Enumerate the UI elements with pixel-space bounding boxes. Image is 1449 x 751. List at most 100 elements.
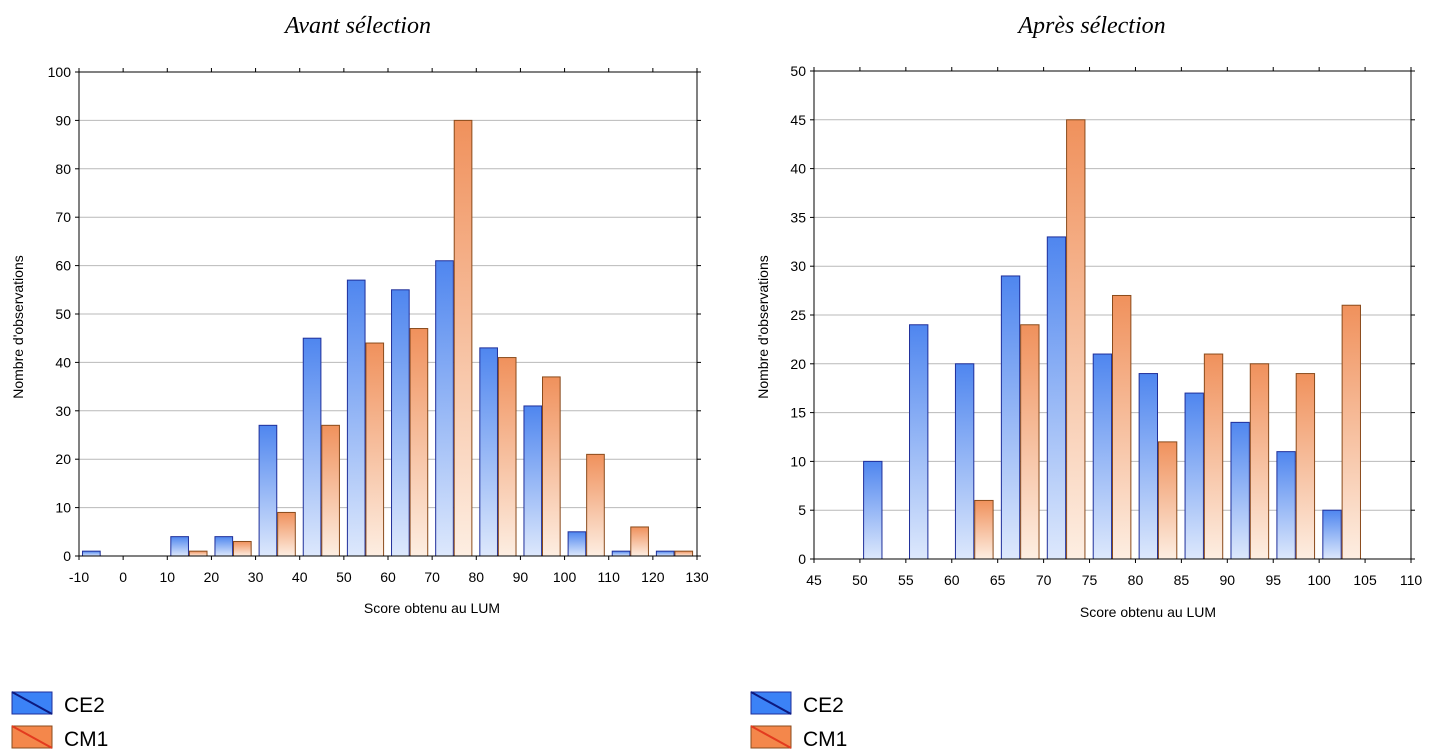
bar-cm1-75 — [1112, 294, 1132, 560]
x-tick-label: 80 — [1128, 572, 1144, 588]
bar-cm1-70 — [453, 119, 473, 557]
bar-ce2-75 — [1092, 353, 1113, 560]
y-tick-label: 35 — [790, 209, 806, 225]
y-tick-label: 20 — [55, 451, 71, 467]
bar-ce2-95 — [1276, 451, 1296, 560]
x-tick-label: 130 — [685, 569, 709, 585]
y-tick-label: 0 — [798, 551, 806, 567]
x-tick-label: 60 — [380, 569, 396, 585]
legend: CE2 CM1 — [750, 691, 847, 751]
bar-cm1-60 — [974, 499, 994, 560]
bar-ce2-10 — [170, 536, 189, 557]
legend-item-ce2: CE2 — [750, 691, 844, 717]
histogram-before-selection: Avant sélection 0102030405060708090100-1… — [10, 13, 709, 751]
x-axis-label: Score obtenu au LUM — [364, 600, 500, 616]
y-tick-label: 0 — [63, 548, 71, 564]
y-tick-label: 40 — [55, 354, 71, 370]
x-tick-label: -10 — [69, 569, 89, 585]
bar-cm1-100 — [586, 453, 605, 557]
bar-cm1-90 — [1249, 363, 1270, 560]
bar-ce2-100 — [567, 531, 587, 557]
y-tick-label: 45 — [790, 112, 806, 128]
y-tick-label: 60 — [55, 258, 71, 274]
y-tick-label: 30 — [790, 258, 806, 274]
bar-ce2-85 — [1184, 392, 1204, 560]
bar-cm1-110 — [630, 526, 649, 557]
x-tick-label: 70 — [1036, 572, 1052, 588]
x-tick-label: 40 — [292, 569, 308, 585]
x-tick-label: 55 — [898, 572, 914, 588]
legend-label-ce2: CE2 — [803, 694, 844, 717]
legend: CE2 CM1 — [11, 691, 108, 751]
bar-cm1-120 — [674, 550, 694, 557]
bar-cm1-30 — [277, 511, 296, 557]
y-tick-label: 25 — [790, 307, 806, 323]
y-tick-label: 80 — [55, 161, 71, 177]
y-tick-label: 10 — [790, 453, 806, 469]
x-tick-label: 110 — [598, 569, 621, 585]
x-tick-label: 45 — [806, 572, 822, 588]
y-tick-label: 40 — [790, 161, 806, 177]
bar-ce2-100 — [1322, 509, 1342, 560]
y-tick-label: 15 — [790, 405, 806, 421]
y-tick-label: 70 — [55, 209, 71, 225]
bar-cm1-40 — [321, 424, 340, 557]
bar-ce2-50 — [863, 460, 883, 560]
bar-cm1-95 — [1295, 373, 1316, 560]
chart-title: Avant sélection — [283, 13, 431, 39]
x-tick-label: 100 — [1307, 572, 1331, 588]
legend-item-cm1: CM1 — [11, 725, 108, 751]
bar-ce2-70 — [1046, 236, 1067, 560]
x-tick-label: 0 — [119, 569, 127, 585]
y-tick-label: 50 — [55, 306, 71, 322]
x-tick-label: 80 — [468, 569, 484, 585]
bar-ce2-70 — [435, 260, 454, 557]
x-tick-label: 85 — [1174, 572, 1190, 588]
bar-cm1-50 — [365, 342, 385, 557]
y-axis-label: Nombre d'observations — [10, 255, 26, 399]
bar-ce2-65 — [1000, 275, 1021, 560]
bar-cm1-10 — [188, 550, 208, 557]
bar-ce2-120 — [655, 550, 675, 557]
x-tick-label: 75 — [1082, 572, 1098, 588]
legend-item-cm1: CM1 — [750, 725, 847, 751]
x-tick-label: 10 — [159, 569, 175, 585]
bar-ce2-90 — [523, 405, 543, 557]
legend-label-ce2: CE2 — [64, 694, 105, 717]
x-tick-label: 95 — [1265, 572, 1281, 588]
legend-swatch-ce2-diagonal — [750, 691, 792, 715]
bar-cm1-100 — [1341, 304, 1361, 560]
bar-cm1-85 — [1203, 353, 1224, 560]
legend-swatch-ce2-diagonal — [11, 691, 53, 715]
bar-cm1-80 — [1157, 441, 1178, 560]
bar-ce2-80 — [1138, 373, 1159, 560]
x-tick-label: 70 — [424, 569, 440, 585]
x-tick-label: 30 — [248, 569, 264, 585]
bar-ce2--10 — [82, 550, 101, 557]
legend-label-cm1: CM1 — [803, 728, 847, 751]
x-tick-label: 105 — [1353, 572, 1377, 588]
y-tick-label: 30 — [55, 403, 71, 419]
bar-cm1-90 — [542, 376, 561, 557]
bar-ce2-60 — [391, 289, 410, 557]
x-tick-label: 90 — [513, 569, 529, 585]
x-tick-label: 50 — [336, 569, 352, 585]
x-tick-label: 20 — [204, 569, 220, 585]
bar-ce2-110 — [611, 550, 631, 557]
chart-title: Après sélection — [1016, 13, 1165, 39]
y-tick-label: 100 — [48, 64, 72, 80]
bar-cm1-65 — [1020, 324, 1040, 560]
x-tick-label: 100 — [553, 569, 577, 585]
y-tick-label: 20 — [790, 356, 806, 372]
legend-swatch-cm1-diagonal — [11, 725, 53, 749]
bar-ce2-90 — [1230, 421, 1250, 560]
bar-ce2-50 — [346, 279, 366, 557]
x-tick-label: 120 — [641, 569, 665, 585]
y-tick-label: 10 — [55, 500, 71, 516]
histogram-after-selection: Après sélection 0 5 10 15 20 25 30 35 40 45 50 45 50… — [750, 13, 1423, 751]
legend-item-ce2: CE2 — [11, 691, 105, 717]
y-tick-label: 50 — [790, 63, 806, 79]
bar-ce2-60 — [954, 363, 975, 560]
x-tick-label: 110 — [1400, 572, 1423, 588]
